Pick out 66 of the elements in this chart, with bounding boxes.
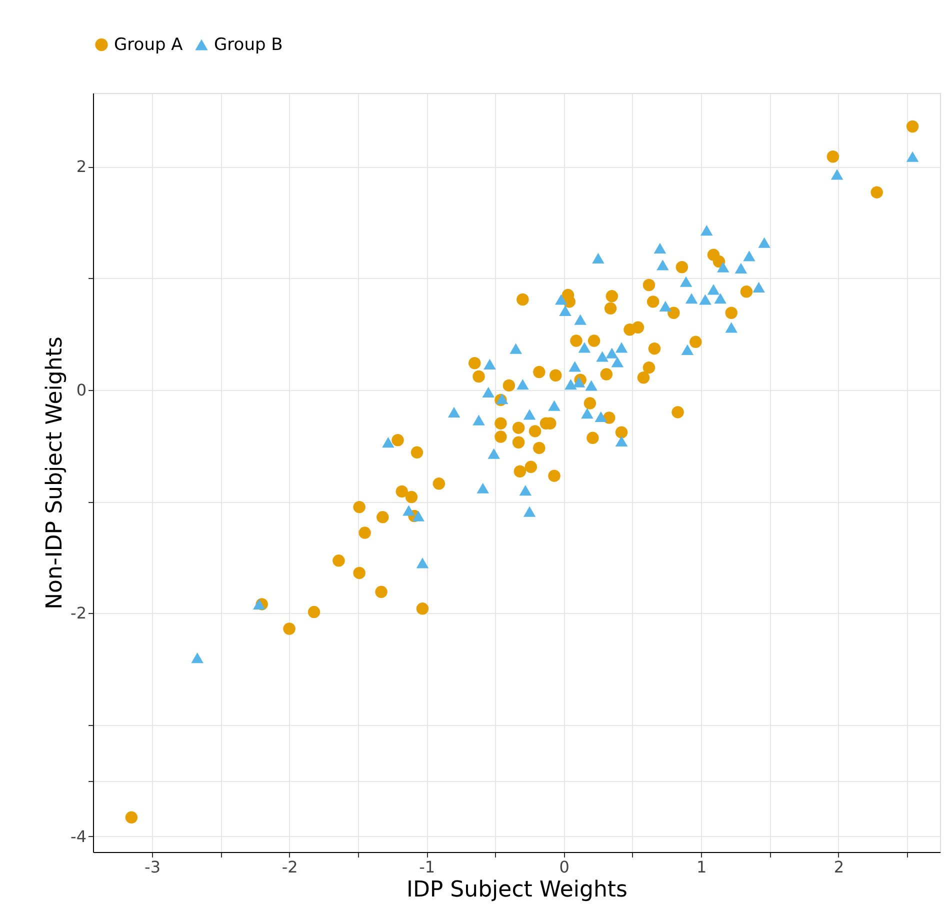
point xyxy=(752,282,765,293)
point xyxy=(572,376,586,388)
point xyxy=(606,348,618,358)
point xyxy=(707,284,720,295)
point xyxy=(412,510,424,522)
y-tick-label: -4 xyxy=(70,826,86,846)
point xyxy=(519,485,532,496)
point xyxy=(592,252,604,264)
point xyxy=(559,305,572,316)
point xyxy=(578,342,591,353)
point xyxy=(830,169,844,180)
point xyxy=(516,379,529,390)
point xyxy=(564,379,577,390)
point xyxy=(554,294,568,305)
point xyxy=(581,408,594,419)
point xyxy=(656,260,669,270)
legend-label: Group B xyxy=(214,34,283,55)
point xyxy=(402,505,415,516)
y-tick-label: 0 xyxy=(76,380,86,400)
point xyxy=(252,598,266,610)
point xyxy=(700,224,713,236)
point xyxy=(615,436,628,447)
point xyxy=(654,242,666,254)
y-tick-label: 2 xyxy=(76,157,86,176)
point xyxy=(685,293,698,304)
point xyxy=(523,409,536,420)
point xyxy=(568,361,581,372)
legend-label: Group A xyxy=(114,34,184,55)
point xyxy=(681,344,694,356)
point xyxy=(476,482,489,494)
point xyxy=(725,322,738,333)
point xyxy=(585,380,598,391)
point xyxy=(510,343,522,354)
y-tick-label: -2 xyxy=(70,604,86,623)
point xyxy=(615,342,628,353)
point xyxy=(448,406,460,418)
point xyxy=(659,300,672,312)
x-tick-label: 2 xyxy=(834,858,844,876)
point xyxy=(714,293,726,304)
point xyxy=(758,237,770,248)
point xyxy=(482,386,494,398)
x-axis-title: IDP Subject Weights xyxy=(406,878,628,902)
point xyxy=(472,414,485,426)
x-tick-label: -2 xyxy=(282,858,298,876)
point xyxy=(699,294,712,305)
y-axis-title: Non-IDP Subject Weights xyxy=(42,336,68,610)
x-tick-label: -1 xyxy=(419,858,436,876)
point xyxy=(548,400,560,411)
point xyxy=(484,358,496,370)
point xyxy=(191,652,204,664)
x-tick-label: 1 xyxy=(696,858,707,876)
point xyxy=(523,506,536,517)
point xyxy=(416,558,429,568)
point xyxy=(382,437,394,448)
point xyxy=(611,356,624,368)
point xyxy=(594,411,608,422)
point xyxy=(906,151,919,162)
point xyxy=(743,250,756,262)
x-tick-label: 0 xyxy=(559,858,570,876)
point xyxy=(680,276,692,287)
point xyxy=(716,262,730,272)
point xyxy=(574,314,586,325)
point xyxy=(596,351,608,362)
point xyxy=(734,262,748,274)
x-tick-label: -3 xyxy=(144,858,161,876)
point xyxy=(488,448,500,459)
